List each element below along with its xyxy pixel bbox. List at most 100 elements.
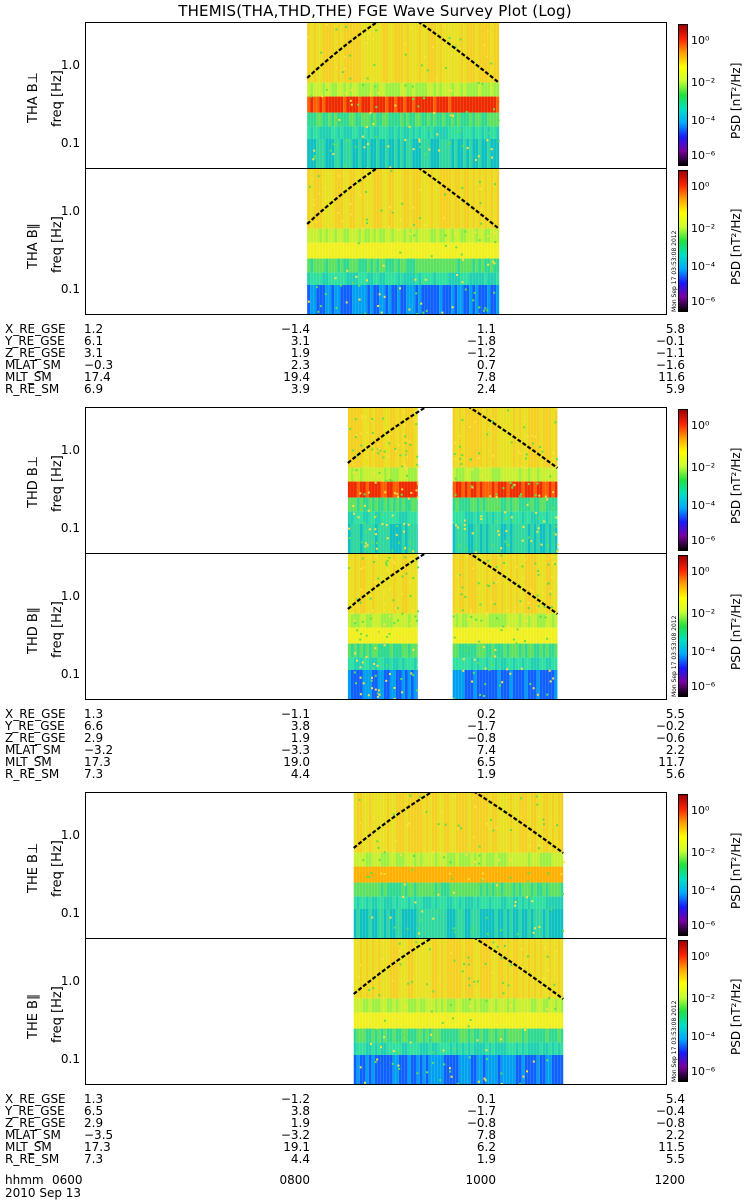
ephemeris-value: 19.1 (283, 1140, 310, 1154)
colorbar (678, 409, 688, 551)
data-segment (452, 554, 558, 699)
timestamp-stamp: Mon Sep 17 03:53:08 2012 (671, 1000, 678, 1082)
ephemeris-row: MLAT_SM −3.2 −3.3 7.4 2.2 (0, 744, 750, 756)
ephemeris-value: −3.2 (280, 1128, 310, 1142)
data-segment (353, 793, 566, 938)
time-label-2: 1000 (465, 1173, 496, 1187)
y-tick-label: 0.1 (60, 282, 80, 297)
ephemeris-value: −0.1 (655, 334, 685, 348)
colorbar-label: PSD [nT²/Hz] (729, 208, 743, 285)
ephemeris-value: 5.8 (665, 322, 685, 336)
ephemeris-value: 5.4 (665, 1092, 685, 1106)
gyrofrequency-curve (468, 554, 559, 615)
ephemeris-value: 2.9 (84, 1116, 104, 1130)
ephemeris-row: MLT_SM 17.3 19.1 6.2 11.5 (0, 1141, 750, 1153)
colorbar-tick-label: 10⁻⁶ (691, 919, 716, 933)
ephemeris-value: −3.5 (84, 1128, 114, 1142)
ephemeris-name: Y_RE_GSE (5, 1104, 65, 1118)
ephemeris-value: 7.8 (476, 1128, 496, 1142)
panel-label: THD B∥ (26, 606, 41, 654)
date-text: 2010 Sep 13 (5, 1186, 82, 1200)
ephemeris-name: Y_RE_GSE (5, 719, 65, 733)
colorbar-tick-label: 10⁻² (691, 222, 716, 236)
ephemeris-row: R_RE_SM 6.9 3.9 2.4 5.9 (0, 383, 750, 395)
spectrogram-thd-bperp (85, 407, 667, 554)
ephemeris-row: MLT_SM 17.3 19.0 6.5 11.7 (0, 756, 750, 768)
gyrofrequency-curve (418, 23, 500, 84)
ephemeris-row: X_RE_GSE 1.2 −1.4 1.1 5.8 (0, 323, 750, 335)
colorbar-tick-label: 10⁰ (691, 803, 710, 817)
spectrogram-canvas (306, 23, 500, 168)
ephemeris-value: 5.5 (665, 1152, 685, 1166)
ephemeris-name: MLT_SM (5, 1140, 52, 1154)
ephemeris-value: 4.4 (290, 767, 310, 781)
colorbar-label: PSD [nT²/Hz] (729, 593, 743, 670)
ephemeris-value: −0.3 (84, 358, 114, 372)
spectrogram-thd-bpar (85, 553, 667, 700)
freq-axis-label: freq [Hz] (50, 986, 65, 1043)
ephemeris-name: Z_RE_GSE (5, 1116, 66, 1130)
gyrofrequency-curve (353, 793, 433, 849)
colorbar-tick-label: 10⁻⁴ (691, 260, 716, 274)
ephemeris-row: Y_RE_GSE 6.5 3.8 −1.7 −0.4 (0, 1105, 750, 1117)
spectrogram-tha-bperp (85, 22, 667, 169)
timestamp-stamp: Mon Sep 17 03:53:08 2012 (671, 615, 678, 697)
freq-axis-label: freq [Hz] (50, 216, 65, 273)
ephemeris-row: Z_RE_GSE 2.9 1.9 −0.8 −0.8 (0, 1117, 750, 1129)
colorbar-tick-label: 10⁻⁴ (691, 884, 716, 898)
time-label-0: 0600 (52, 1173, 83, 1187)
panel-label: THD B⊥ (26, 455, 41, 508)
colorbar-tick-label: 10⁻⁴ (691, 1030, 716, 1044)
y-tick-label: 1.0 (60, 588, 80, 603)
colorbar-tick-label: 10⁻⁴ (691, 114, 716, 128)
ephemeris-value: 2.9 (84, 731, 104, 745)
ephemeris-value: 1.9 (290, 731, 310, 745)
ephemeris-value: 6.1 (84, 334, 104, 348)
colorbar-tick-label: 10⁰ (691, 949, 710, 963)
ephemeris-value: 3.8 (290, 719, 310, 733)
time-label-3: 1200 (654, 1173, 685, 1187)
ephemeris-value: 2.3 (290, 358, 310, 372)
colorbar-tick-label: 10⁻² (691, 76, 716, 90)
ephemeris-value: 1.3 (84, 707, 104, 721)
ephemeris-value: 6.5 (84, 1104, 104, 1118)
ephemeris-row: R_RE_SM 7.3 4.4 1.9 5.5 (0, 1153, 750, 1165)
ephemeris-value: 19.0 (283, 755, 310, 769)
ephemeris-value: 6.6 (84, 719, 104, 733)
panel-label: THA B∥ (26, 222, 41, 269)
colorbar-tick-label: 10⁻⁴ (691, 499, 716, 513)
ephemeris-value: 3.9 (290, 382, 310, 396)
ephemeris-row: Y_RE_GSE 6.6 3.8 −1.7 −0.2 (0, 720, 750, 732)
ephemeris-name: Y_RE_GSE (5, 334, 65, 348)
ephemeris-value: 1.9 (290, 346, 310, 360)
ephemeris-name: MLAT_SM (5, 358, 61, 372)
ephemeris-table-tha: X_RE_GSE 1.2 −1.4 1.1 5.8 Y_RE_GSE 6.1 3.1 −1.8−… (0, 323, 750, 395)
ephemeris-value: 17.3 (84, 755, 111, 769)
ephemeris-value: 19.4 (283, 370, 310, 384)
data-segment (347, 408, 420, 553)
gyrofrequency-curve (474, 793, 564, 854)
y-tick-label: 0.1 (60, 667, 80, 682)
data-segment (353, 939, 564, 1084)
y-tick-label: 0.1 (60, 521, 80, 536)
ephemeris-value: 3.1 (84, 346, 104, 360)
colorbar-tick-label: 10⁻⁶ (691, 1065, 716, 1079)
colorbar-tick-label: 10⁻⁶ (691, 680, 716, 694)
colorbar-label: PSD [nT²/Hz] (729, 978, 743, 1055)
ephemeris-row: Z_RE_GSE 3.1 1.9 −1.2 −1.1 (0, 347, 750, 359)
data-segment (452, 408, 559, 553)
ephemeris-value: 2.2 (665, 743, 685, 757)
ephemeris-row: X_RE_GSE 1.3 −1.1 0.2 5.5 (0, 708, 750, 720)
ephemeris-value: 5.5 (665, 707, 685, 721)
page-title: THEMIS(THA,THD,THE) FGE Wave Survey Plot… (178, 2, 572, 20)
ephemeris-value: 1.1 (476, 322, 496, 336)
ephemeris-value: −0.6 (655, 731, 685, 745)
ephemeris-value: −1.2 (466, 346, 496, 360)
ephemeris-name: MLT_SM (5, 370, 52, 384)
ephemeris-value: 2.2 (665, 1128, 685, 1142)
ephemeris-name: R_RE_SM (5, 382, 60, 396)
ephemeris-value: 0.7 (476, 358, 496, 372)
freq-axis-label: freq [Hz] (50, 455, 65, 512)
ephemeris-table-the: X_RE_GSE 1.3 −1.2 0.1 5.4 Y_RE_GSE 6.5 3.8 −1.7−… (0, 1093, 750, 1165)
data-segment (307, 169, 500, 314)
